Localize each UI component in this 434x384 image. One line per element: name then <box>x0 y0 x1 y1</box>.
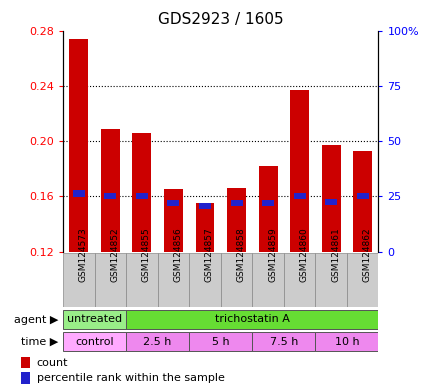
Bar <box>95 253 126 307</box>
Bar <box>164 189 182 252</box>
Text: GSM124862: GSM124862 <box>362 228 371 282</box>
Text: 10 h: 10 h <box>334 336 358 346</box>
Text: 2.5 h: 2.5 h <box>143 336 171 346</box>
Text: GSM124860: GSM124860 <box>299 228 308 282</box>
Bar <box>321 145 340 252</box>
Text: untreated: untreated <box>67 314 122 324</box>
Bar <box>21 357 30 368</box>
Bar <box>189 253 220 307</box>
Bar <box>69 39 88 252</box>
Text: count: count <box>36 358 68 368</box>
Bar <box>252 253 283 307</box>
Bar <box>198 203 210 209</box>
Text: agent ▶: agent ▶ <box>14 314 59 325</box>
Text: GSM124573: GSM124573 <box>79 228 88 282</box>
Text: 5 h: 5 h <box>211 336 229 346</box>
Bar <box>157 253 189 307</box>
Bar <box>189 333 252 351</box>
Text: time ▶: time ▶ <box>21 337 59 347</box>
Bar <box>220 253 252 307</box>
Bar <box>72 190 85 197</box>
Bar <box>195 203 214 252</box>
Bar <box>356 193 368 199</box>
Bar <box>346 253 378 307</box>
Text: GSM124852: GSM124852 <box>110 228 119 282</box>
Bar <box>230 200 242 206</box>
Bar <box>283 253 315 307</box>
Bar <box>261 200 273 206</box>
Bar <box>135 193 148 199</box>
Bar <box>258 166 277 252</box>
Text: GSM124857: GSM124857 <box>204 228 214 282</box>
Bar <box>167 200 179 206</box>
Bar <box>104 193 116 199</box>
Bar <box>352 151 371 252</box>
Text: GSM124856: GSM124856 <box>173 228 182 282</box>
Bar <box>21 372 30 384</box>
Text: control: control <box>75 336 114 346</box>
Text: percentile rank within the sample: percentile rank within the sample <box>36 373 224 383</box>
Bar <box>63 310 126 329</box>
Bar <box>126 310 378 329</box>
Bar <box>63 253 95 307</box>
Bar <box>101 129 120 252</box>
Bar <box>315 253 346 307</box>
Text: GSM124861: GSM124861 <box>330 228 339 282</box>
Title: GDS2923 / 1605: GDS2923 / 1605 <box>158 12 283 27</box>
Bar <box>293 193 305 199</box>
Bar <box>252 333 315 351</box>
Bar <box>126 333 189 351</box>
Text: GSM124858: GSM124858 <box>236 228 245 282</box>
Bar <box>227 188 245 252</box>
Bar <box>324 199 336 205</box>
Bar <box>126 253 157 307</box>
Bar <box>63 333 126 351</box>
Text: trichostatin A: trichostatin A <box>214 314 289 324</box>
Bar <box>289 90 308 252</box>
Text: GSM124859: GSM124859 <box>267 228 276 282</box>
Bar <box>315 333 378 351</box>
Text: 7.5 h: 7.5 h <box>269 336 297 346</box>
Text: GSM124855: GSM124855 <box>141 228 151 282</box>
Bar <box>132 133 151 252</box>
